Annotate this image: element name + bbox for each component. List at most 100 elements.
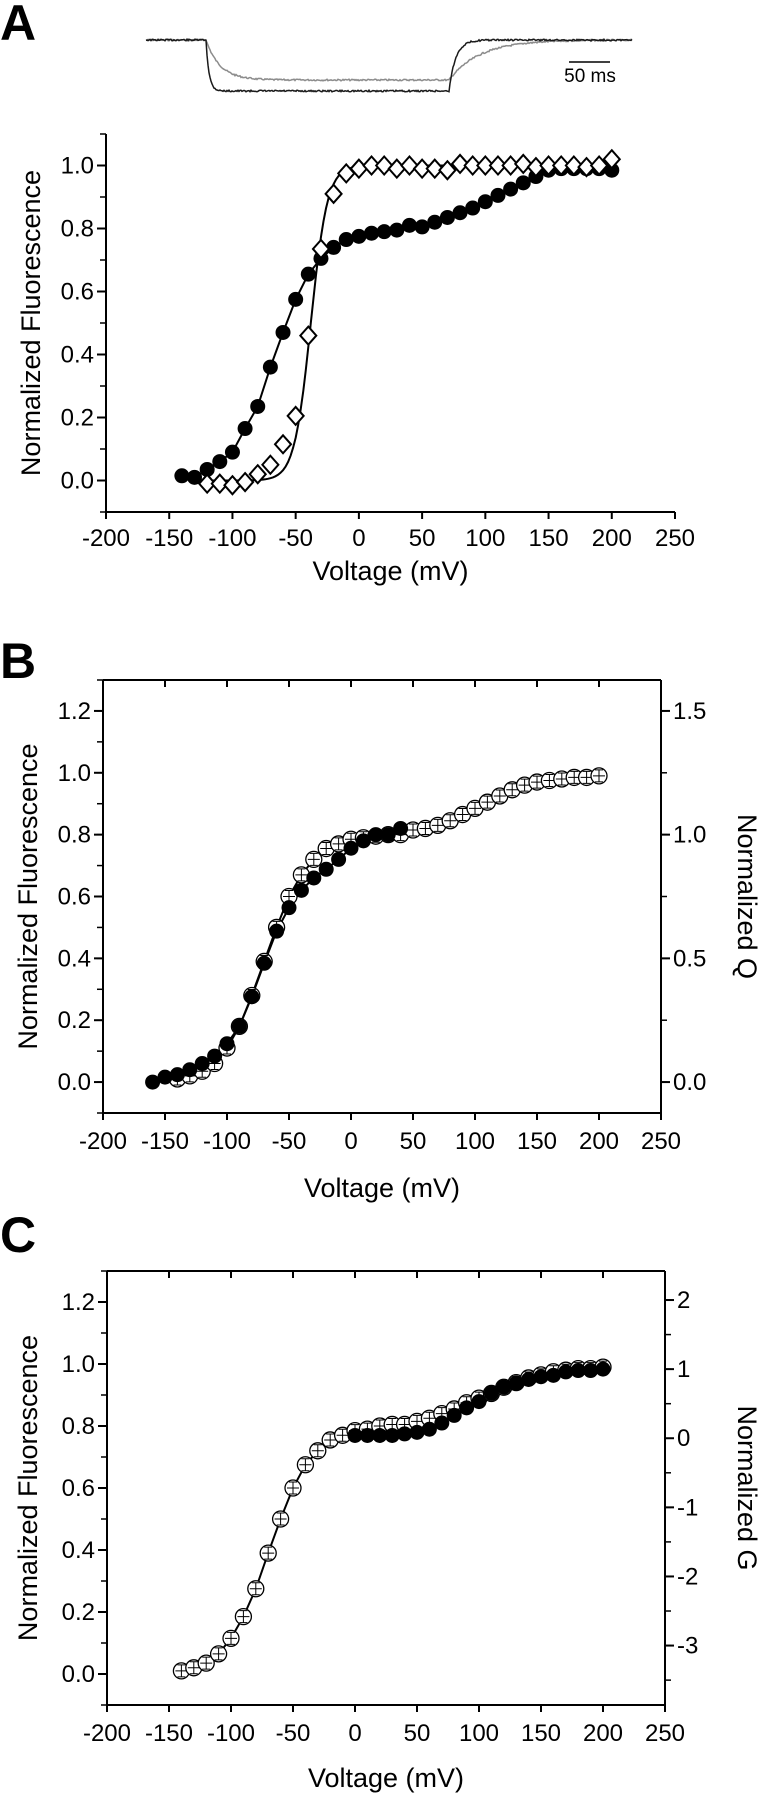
error-bar [373, 1419, 386, 1433]
data-point-filled-circle [515, 175, 531, 191]
data-point-filled-circle [427, 214, 443, 230]
y-tick-label: 0.8 [61, 216, 94, 243]
error-bar [423, 1411, 436, 1425]
x-tick-label: 100 [459, 1720, 499, 1747]
error-bar [469, 801, 481, 815]
data-point-filled-circle [275, 324, 291, 340]
panel-a-chart: -200 -150 -100 -50 0 50 100 150 200 250 0.0 0.2 0.4 0… [16, 133, 695, 586]
data-point-open-diamond [475, 154, 495, 177]
x-tick-label: 200 [592, 525, 632, 552]
x-tick-label: -50 [272, 1128, 307, 1155]
x-tick-label: 50 [400, 1128, 427, 1155]
data-point-filled-circle [351, 228, 367, 244]
data-point-filled-circle [293, 882, 309, 898]
data-point-filled-circle [157, 1069, 173, 1085]
trace-black [145, 37, 633, 93]
panel-label-a: A [0, 0, 36, 51]
y-tick-label: 0.2 [58, 1007, 91, 1034]
x-tick-label: -200 [79, 1128, 127, 1155]
data-point-filled-circle [300, 266, 316, 282]
error-bar [345, 832, 357, 846]
error-bar [295, 868, 308, 882]
data-point-open-diamond [513, 153, 533, 175]
error-bar [332, 837, 345, 851]
x-tick-label: -100 [203, 1128, 251, 1155]
error-bar [555, 772, 568, 786]
error-bar [506, 783, 519, 797]
data-point-filled-circle [219, 1036, 235, 1052]
data-point-open-diamond [602, 148, 622, 170]
data-point-open-diamond [324, 183, 343, 205]
fit-line-0 [181, 1366, 604, 1672]
x-tick-label: 50 [409, 525, 436, 552]
error-bar [307, 852, 320, 866]
y2-tick-label: 0.5 [673, 945, 706, 972]
data-point-filled-circle [483, 1385, 499, 1401]
error-bar [593, 769, 605, 783]
data-point-filled-circle [199, 461, 215, 477]
error-bar [299, 1458, 312, 1472]
data-point-filled-circle [434, 1415, 450, 1431]
x-tick-label: -150 [145, 1720, 193, 1747]
x-tick-label: 250 [645, 1720, 685, 1747]
error-bar [386, 1417, 399, 1431]
data-point-filled-circle [169, 1067, 185, 1083]
data-point-filled-circle [187, 469, 203, 485]
error-bar [287, 1481, 299, 1495]
error-bar [274, 1512, 287, 1526]
error-bar [249, 1582, 262, 1596]
data-point-filled-circle [338, 232, 354, 248]
data-point-filled-circle [343, 840, 359, 856]
x-tick-label: -50 [276, 1720, 311, 1747]
data-point-filled-circle [212, 454, 228, 470]
data-point-open-diamond [400, 154, 419, 177]
x-tick-label: -150 [141, 1128, 189, 1155]
y-axis-title: Normalized Fluorescence [13, 1335, 43, 1641]
x-tick-label: 100 [465, 525, 505, 552]
data-point-filled-circle [318, 861, 334, 877]
fit-line-1 [207, 164, 612, 482]
data-point-open-diamond [248, 463, 268, 485]
data-point-filled-circle [380, 827, 396, 843]
y2-axis-title: Normalized Q [732, 814, 758, 979]
x-tick-label: -100 [208, 525, 256, 552]
data-point-open-diamond [261, 454, 280, 476]
data-point-filled-circle [496, 1379, 512, 1395]
data-point-open-diamond [374, 154, 394, 177]
data-point-open-diamond [463, 154, 483, 177]
data-point-open-diamond [438, 159, 457, 181]
y-tick-label: 1.0 [61, 153, 94, 180]
data-point-open-diamond [551, 154, 571, 177]
x-tick-label: 200 [583, 1720, 623, 1747]
data-point-open-diamond [362, 154, 381, 177]
y-tick-label: 0.4 [58, 945, 91, 972]
data-point-filled-circle [439, 209, 455, 225]
x-tick-label: 150 [517, 1128, 557, 1155]
y-tick-label: 0.0 [61, 468, 94, 495]
data-point-filled-circle [393, 820, 409, 836]
y-tick-label: 0.8 [62, 1413, 95, 1440]
x-tick-label: 250 [641, 1128, 681, 1155]
error-bar [212, 1647, 225, 1661]
fluorescence-trace-inset: 50 ms [145, 37, 633, 93]
data-point-open-diamond [273, 433, 293, 455]
y-tick-label: 0.6 [58, 884, 91, 911]
data-point-filled-circle [508, 1375, 524, 1391]
data-point-filled-circle [224, 444, 240, 460]
error-bar [324, 1433, 337, 1447]
y2-tick-label: 1 [677, 1356, 690, 1383]
y2-tick-label: 0 [677, 1425, 690, 1452]
data-point-open-diamond [311, 238, 331, 260]
data-point-open-diamond [298, 325, 318, 347]
data-point-filled-circle [533, 1369, 549, 1385]
data-point-open-diamond [488, 154, 508, 177]
data-point-filled-circle [368, 827, 384, 843]
data-point-filled-circle [207, 1048, 223, 1064]
y2-tick-label: -1 [677, 1494, 698, 1521]
error-bar [456, 808, 469, 822]
x-tick-label: 0 [348, 1720, 361, 1747]
data-point-filled-circle [269, 923, 285, 939]
error-bar [435, 1407, 448, 1421]
y2-tick-label: -3 [677, 1633, 698, 1660]
